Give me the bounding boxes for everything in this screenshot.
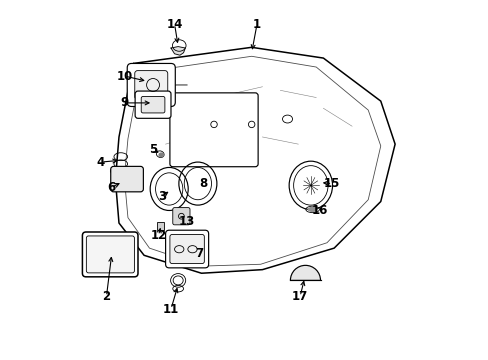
- Text: 15: 15: [324, 177, 340, 190]
- Text: 9: 9: [120, 96, 128, 109]
- FancyBboxPatch shape: [135, 91, 171, 118]
- FancyBboxPatch shape: [165, 230, 208, 268]
- FancyBboxPatch shape: [86, 236, 134, 273]
- Text: 5: 5: [149, 143, 157, 156]
- FancyBboxPatch shape: [172, 208, 190, 225]
- Ellipse shape: [308, 207, 316, 211]
- Text: 14: 14: [166, 18, 183, 31]
- FancyBboxPatch shape: [169, 234, 204, 264]
- Text: 11: 11: [163, 303, 179, 316]
- Text: 17: 17: [291, 290, 307, 303]
- FancyBboxPatch shape: [127, 63, 175, 107]
- Text: 8: 8: [199, 177, 207, 190]
- Text: 2: 2: [102, 290, 110, 303]
- Text: 4: 4: [97, 156, 105, 168]
- FancyBboxPatch shape: [110, 166, 143, 192]
- FancyBboxPatch shape: [135, 71, 167, 99]
- Text: 12: 12: [150, 229, 166, 242]
- FancyBboxPatch shape: [82, 232, 138, 277]
- Text: 13: 13: [179, 215, 195, 228]
- Text: 1: 1: [252, 18, 261, 31]
- Text: 10: 10: [116, 69, 132, 82]
- Wedge shape: [290, 265, 320, 280]
- Text: 16: 16: [311, 204, 327, 217]
- Bar: [156, 222, 163, 230]
- Text: 6: 6: [107, 181, 116, 194]
- Text: 7: 7: [195, 247, 203, 260]
- Ellipse shape: [159, 153, 163, 157]
- FancyBboxPatch shape: [141, 96, 164, 113]
- FancyBboxPatch shape: [169, 93, 258, 167]
- Text: 3: 3: [158, 190, 166, 203]
- Polygon shape: [171, 46, 185, 55]
